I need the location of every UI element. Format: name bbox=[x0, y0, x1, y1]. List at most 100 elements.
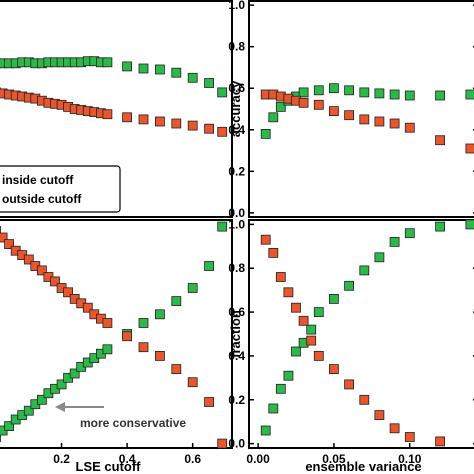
xtick-label: 0.6 bbox=[184, 452, 201, 466]
point-inside bbox=[102, 57, 113, 68]
point-inside bbox=[187, 283, 198, 293]
point-outside bbox=[404, 122, 415, 133]
point-outside bbox=[268, 247, 279, 258]
point-inside bbox=[171, 67, 182, 78]
point-inside bbox=[435, 221, 446, 232]
point-outside bbox=[435, 135, 446, 146]
point-inside bbox=[171, 296, 182, 307]
point-outside bbox=[389, 423, 400, 434]
yaxis-label: fraction bbox=[228, 310, 243, 358]
xaxis-label: ensemble variance bbox=[305, 459, 421, 474]
point-inside bbox=[56, 379, 67, 390]
point-outside bbox=[291, 302, 301, 313]
point-outside bbox=[435, 436, 446, 447]
legend-inside-label: inside cutoff bbox=[2, 173, 74, 187]
annotation-arrow-head bbox=[55, 402, 65, 412]
point-inside bbox=[465, 219, 474, 230]
point-outside bbox=[344, 110, 355, 121]
point-outside bbox=[217, 126, 228, 137]
point-inside bbox=[359, 265, 370, 276]
xtick-label: 0.10 bbox=[398, 452, 422, 466]
point-inside bbox=[102, 344, 113, 355]
point-inside bbox=[404, 228, 415, 239]
point-outside bbox=[404, 432, 415, 442]
ytick-label: 0.2 bbox=[228, 393, 245, 407]
panel-frame-top-right bbox=[248, 0, 474, 218]
point-outside bbox=[359, 394, 370, 405]
point-inside bbox=[313, 85, 324, 96]
point-inside bbox=[23, 405, 34, 416]
panel-frame-bottom-right bbox=[248, 219, 474, 449]
xtick-label: 0.2 bbox=[53, 452, 70, 466]
ytick-label: 0.8 bbox=[228, 40, 245, 54]
point-outside bbox=[359, 114, 370, 125]
point-outside bbox=[313, 350, 324, 361]
point-inside bbox=[268, 112, 279, 123]
panel-bottom-left: 0.2 0.4 0.6 LSE cutoff bbox=[0, 219, 233, 474]
point-outside bbox=[154, 350, 165, 361]
ytick-label: 0.8 bbox=[228, 261, 245, 275]
point-inside bbox=[138, 318, 149, 328]
panel-frame-top-left bbox=[0, 0, 233, 218]
point-inside bbox=[283, 370, 294, 381]
point-outside bbox=[260, 234, 271, 245]
legend-box: inside cutoff outside cutoff bbox=[0, 165, 121, 213]
point-inside bbox=[465, 89, 474, 100]
point-outside bbox=[283, 287, 294, 298]
point-outside bbox=[344, 379, 355, 390]
point-inside bbox=[217, 221, 228, 232]
point-inside bbox=[275, 102, 286, 112]
point-inside bbox=[204, 261, 215, 271]
panel-frame-bottom-left bbox=[0, 219, 233, 449]
ytick-label: 1.0 bbox=[228, 0, 245, 12]
ytick-label: 0.4 bbox=[228, 349, 245, 363]
point-outside bbox=[0, 232, 8, 243]
point-outside bbox=[102, 109, 113, 120]
point-inside bbox=[275, 383, 286, 394]
point-outside bbox=[298, 315, 309, 326]
point-inside bbox=[260, 128, 271, 139]
xtick-label: 0.05 bbox=[322, 452, 346, 466]
point-outside bbox=[63, 287, 73, 298]
point-inside bbox=[154, 309, 165, 320]
point-inside bbox=[389, 89, 400, 100]
point-outside bbox=[374, 410, 385, 421]
point-outside bbox=[306, 335, 317, 346]
point-inside bbox=[306, 324, 317, 335]
point-outside bbox=[82, 302, 93, 313]
point-inside bbox=[4, 421, 14, 432]
point-inside bbox=[359, 87, 370, 98]
point-outside bbox=[154, 116, 165, 127]
point-inside bbox=[344, 85, 355, 96]
point-inside bbox=[344, 280, 355, 291]
point-inside bbox=[313, 307, 324, 318]
point-inside bbox=[204, 78, 215, 88]
point-outside bbox=[122, 331, 132, 342]
point-inside bbox=[291, 346, 301, 357]
point-outside bbox=[171, 118, 182, 129]
yaxis-label: accuracy bbox=[228, 80, 243, 137]
point-outside bbox=[275, 272, 286, 282]
ytick-label: 0.4 bbox=[228, 123, 245, 137]
point-outside bbox=[37, 265, 47, 276]
point-inside bbox=[217, 87, 228, 98]
legend-frame bbox=[0, 165, 121, 213]
xaxis-label: LSE cutoff bbox=[76, 459, 142, 474]
point-outside bbox=[374, 116, 385, 127]
point-outside bbox=[138, 114, 149, 125]
xtick-label: 0.00 bbox=[246, 452, 270, 466]
point-outside bbox=[102, 318, 113, 328]
point-outside bbox=[313, 99, 324, 110]
xtick-label: 0.4 bbox=[119, 452, 136, 466]
ytick-label: 0.2 bbox=[228, 164, 245, 178]
point-outside bbox=[328, 106, 339, 116]
point-outside bbox=[204, 123, 215, 134]
point-inside bbox=[389, 236, 400, 247]
point-outside bbox=[187, 120, 198, 131]
point-outside bbox=[204, 397, 215, 407]
point-inside bbox=[298, 87, 309, 98]
ytick-label: 0.0 bbox=[228, 437, 245, 451]
ytick-label: 0.0 bbox=[228, 206, 245, 220]
point-inside bbox=[374, 252, 385, 263]
